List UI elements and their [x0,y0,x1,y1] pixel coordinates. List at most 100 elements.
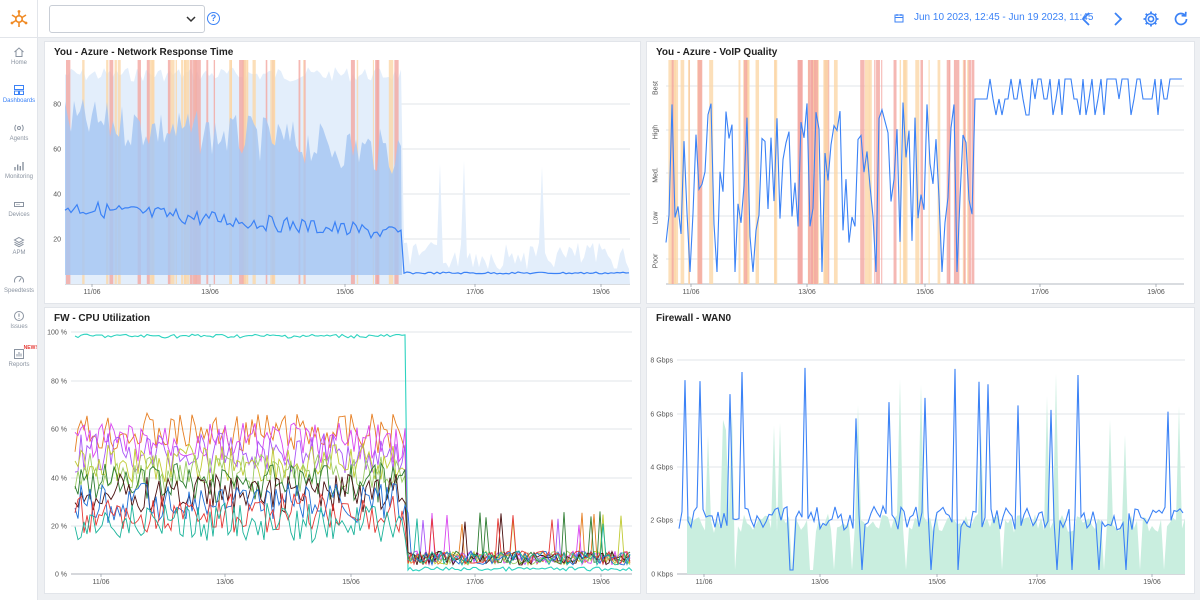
x-tick-label: 13/06 [798,289,816,296]
sidebar-item-label: Dashboards [2,98,36,104]
alert-band [674,60,679,284]
calendar-icon [894,14,904,23]
cpu-core-line [74,482,631,566]
alert-band [813,60,818,284]
cpu-core-line [74,492,631,566]
sidebar-item-monitoring[interactable]: Monitoring [0,160,38,196]
dashboard-select[interactable] [49,5,205,33]
y-tick-label: Poor [653,253,660,268]
y-tick-label: Low [653,211,660,225]
logo-icon [10,10,27,27]
alert-band [928,60,930,284]
x-tick-label: 17/06 [1031,289,1049,296]
alert-band [697,60,703,284]
alert-band [743,60,748,284]
x-tick-label: 15/06 [336,289,354,296]
devices-icon [14,202,24,207]
reports-icon [14,349,24,359]
cpu-core-line [74,422,631,566]
alert-band [671,60,674,284]
alert-band [893,60,897,284]
sidebar-item-label: Devices [8,212,30,218]
agents-icon [14,124,24,132]
y-tick-label: 6 Gbps [650,412,673,419]
sidebar-item-label: Speedtests [3,288,35,294]
alert-band [755,60,760,284]
sidebar-item-reports[interactable]: NEW! Reports [0,345,38,384]
y-tick-label: Med. [653,167,660,183]
y-tick-label: 100 % [47,330,67,337]
cpu-core-line [74,432,631,567]
sidebar-item-label: Reports [8,362,30,368]
alert-band [687,60,690,284]
y-tick-label: 60 [53,147,61,154]
x-tick-label: 13/06 [811,579,829,586]
gear-icon[interactable] [1142,10,1160,28]
x-tick-label: 15/06 [928,579,946,586]
sidebar-item-label: Home [10,60,27,66]
refresh-icon[interactable] [1172,10,1190,28]
sidebar-item-home[interactable]: Home [0,46,38,82]
response-time-line [64,200,630,275]
x-tick-label: 19/06 [1147,289,1165,296]
y-tick-label: 80 % [51,379,67,386]
previous-range-button[interactable] [1078,10,1094,28]
panel-title: FW - CPU Utilization [54,313,151,324]
sidebar-item-issues[interactable]: Issues [0,310,38,346]
sidebar-item-dashboards[interactable]: Dashboards [0,84,38,120]
alert-band [868,60,872,284]
y-tick-label: 8 Gbps [650,358,673,365]
x-tick-label: 11/06 [93,579,110,586]
x-tick-label: 17/06 [1028,579,1046,586]
voip-quality-chart[interactable]: Best High Med. Low Poor 11/06 13/06 15/06 17/06 1… [647,42,1196,305]
sidebar-item-label: Monitoring [4,174,33,180]
y-tick-label: 4 Gbps [650,465,673,472]
sidebar-item-speedtests[interactable]: Speedtests [0,274,38,310]
cpu-core-line [74,452,631,566]
sidebar-item-apm[interactable]: APM [0,236,38,272]
alert-band [823,60,829,284]
sidebar: Home Dashboards Agents Monitoring Device… [0,38,38,600]
alert-band [709,60,714,284]
cpu-utilization-chart[interactable]: 100 % 80 % 60 % 40 % 20 % 0 % 11/06 13/06 15/06 1… [45,308,642,595]
panel-network-response-time: You - Azure - Network Response Time 80 60… [44,41,641,304]
panel-title: You - Azure - Network Response Time [54,47,234,58]
next-range-button[interactable] [1110,10,1126,28]
panel-firewall-wan0: Firewall - WAN0 8 Gbps 6 Gbps 4 Gbps 2 Gbps… [646,307,1195,594]
x-tick-label: 15/06 [916,289,934,296]
firewall-wan0-chart[interactable]: 8 Gbps 6 Gbps 4 Gbps 2 Gbps 0 Kbps 11/06 13/06… [647,308,1196,595]
panel-title: Firewall - WAN0 [656,313,732,324]
issues-icon [14,311,24,321]
time-range-picker[interactable]: Jun 10 2023, 12:45 - Jun 19 2023, 11:45 [914,12,1094,23]
y-tick-label: 0 % [55,572,67,579]
help-icon[interactable]: ? [207,12,220,25]
y-tick-label: 40 [53,192,61,199]
alert-band [968,60,971,284]
alert-band [903,60,908,284]
sidebar-item-agents[interactable]: Agents [0,122,38,158]
alert-band [864,60,870,284]
wan-traffic-area [687,373,1185,574]
panel-cpu-utilization: FW - CPU Utilization 100 % 80 % 60 % 40 % 20… [44,307,641,594]
cpu-core-line [74,442,631,567]
top-bar: ? Jun 10 2023, 12:45 - Jun 19 2023, 11:4… [0,0,1200,38]
new-badge: NEW! [23,345,37,351]
sidebar-item-label: APM [12,250,26,256]
y-tick-label: 2 Gbps [650,518,673,525]
y-tick-label: 40 % [51,476,67,483]
x-tick-label: 11/06 [696,579,713,586]
alert-band [860,60,865,284]
y-tick-label: 60 % [51,427,67,434]
alert-band [946,60,950,284]
x-tick-label: 11/06 [84,289,101,296]
range-area [65,98,402,275]
app-logo[interactable] [0,0,38,38]
network-response-time-chart[interactable]: 80 60 40 20 11/06 13/06 15/06 17/06 19/06 [45,42,642,305]
x-tick-label: 13/06 [216,579,234,586]
y-tick-label: Best [653,81,660,95]
sidebar-item-devices[interactable]: Devices [0,198,38,234]
alert-band [953,60,956,284]
alert-band [963,60,966,284]
alert-band [899,60,902,284]
voip-quality-line [665,78,1182,273]
